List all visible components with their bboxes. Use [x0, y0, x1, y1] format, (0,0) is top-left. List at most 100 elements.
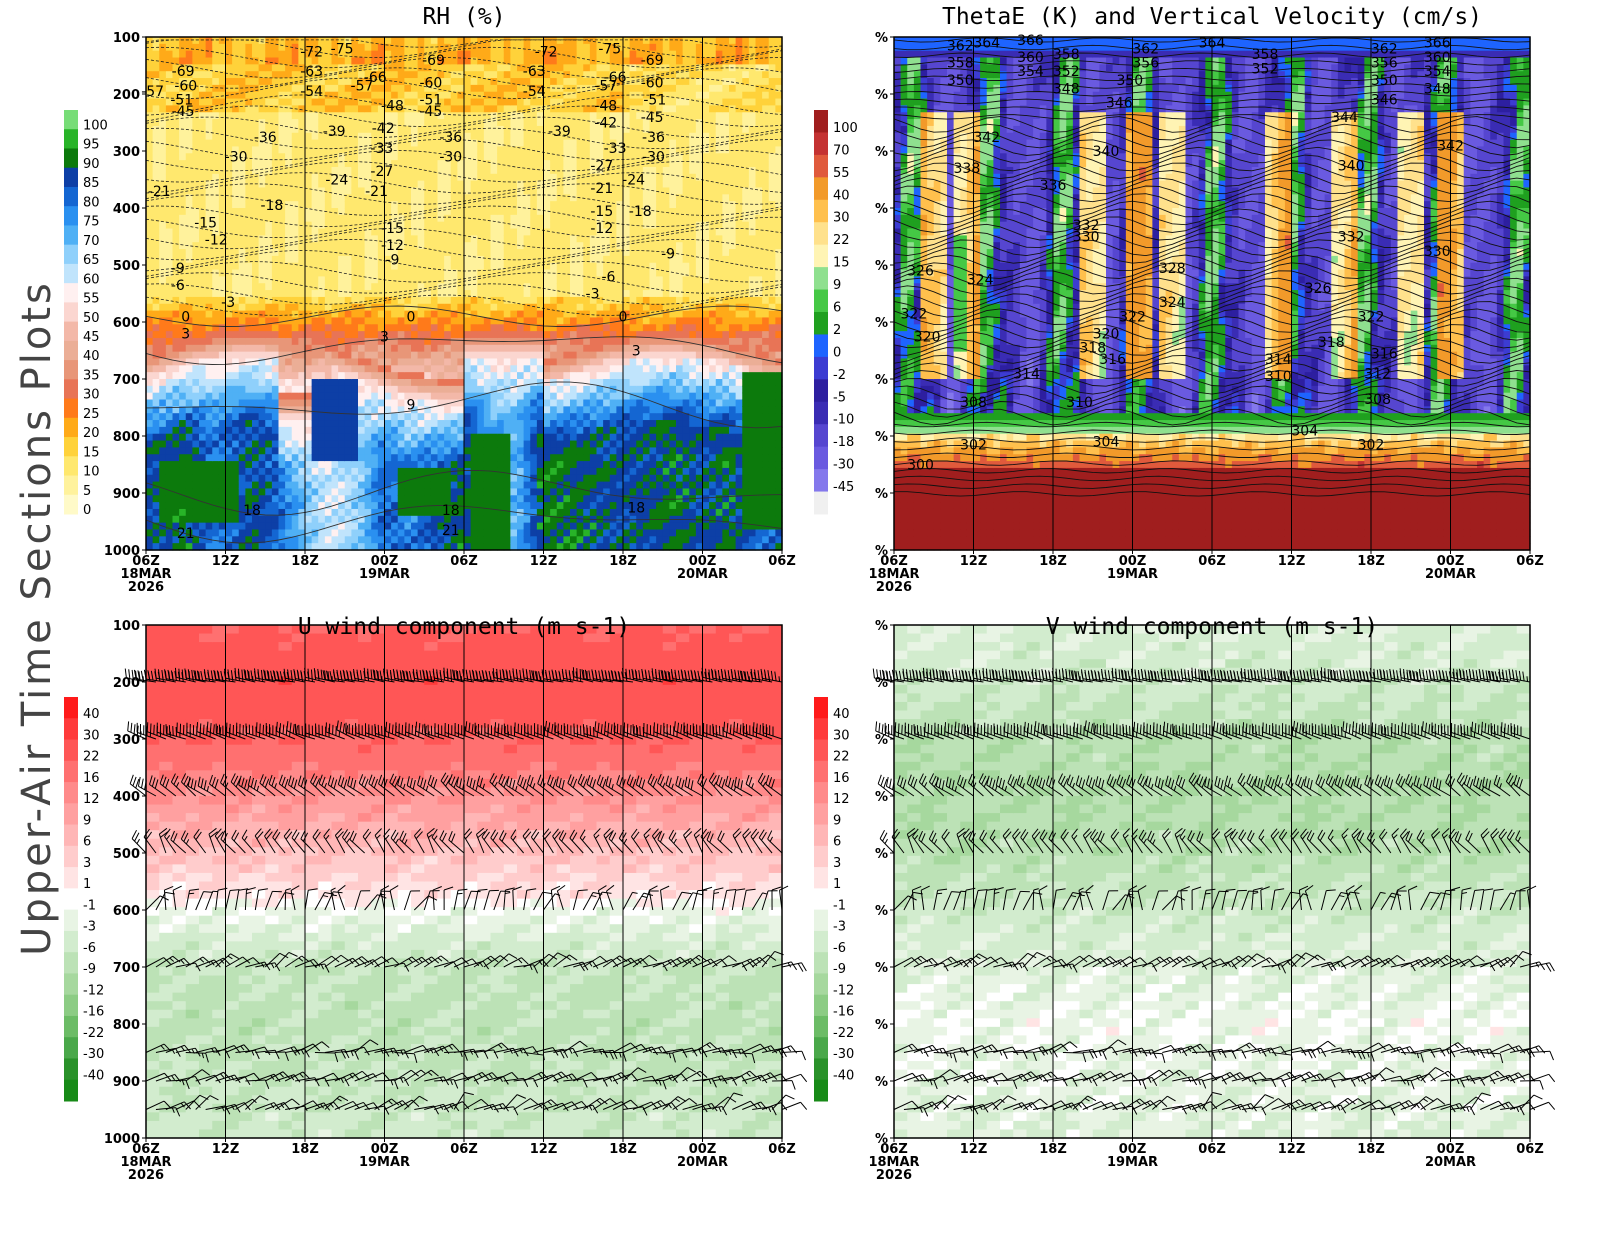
rh-cell	[417, 180, 425, 189]
rh-cell	[523, 201, 531, 209]
rh-cell	[291, 543, 299, 551]
rh-cell	[225, 43, 233, 52]
rh-cell	[530, 324, 538, 332]
rh-cell	[510, 536, 518, 544]
rh-cell	[536, 522, 545, 531]
rh-cell	[265, 372, 273, 380]
rh-cell	[483, 153, 492, 161]
rh-cell	[550, 543, 558, 551]
rh-cell	[411, 208, 419, 216]
rh-cell	[464, 454, 472, 462]
rh-cell	[384, 228, 392, 236]
rh-cell	[384, 71, 392, 79]
rh-cell	[530, 269, 538, 277]
rh-cell	[265, 310, 273, 319]
rh-cell	[192, 454, 200, 462]
rh-cell	[252, 351, 260, 360]
rh-cell	[159, 71, 167, 79]
rh-cell	[245, 344, 253, 353]
rh-cell	[199, 303, 207, 312]
rh-cell	[285, 385, 293, 394]
rh-cell	[444, 255, 452, 264]
rh-cell	[146, 522, 154, 531]
rh-cell	[464, 481, 472, 490]
rh-cell	[318, 426, 326, 435]
rh-cell	[430, 296, 439, 305]
rh-cell	[146, 187, 154, 195]
rh-cell	[165, 508, 174, 517]
rh-cell	[470, 64, 478, 72]
rh-cell	[543, 508, 551, 517]
rh-cell	[238, 543, 246, 551]
rh-cell	[159, 365, 167, 373]
rh-cell	[450, 515, 458, 524]
rh-cell	[252, 399, 260, 407]
rh-cell	[464, 269, 472, 277]
rh-cell	[543, 64, 551, 72]
rh-cell	[179, 214, 187, 223]
rh-cell	[185, 208, 193, 216]
rh-cell	[576, 454, 584, 462]
rh-cell	[172, 214, 180, 223]
rh-cell	[424, 173, 432, 182]
rh-cell	[523, 228, 531, 236]
rh-cell	[430, 146, 439, 154]
rh-cell	[225, 440, 233, 448]
rh-cell	[152, 372, 160, 380]
rh-cell	[437, 447, 445, 455]
rh-cell	[570, 426, 578, 435]
rh-cell	[517, 84, 525, 93]
rh-cell	[556, 221, 564, 230]
rh-cell	[192, 153, 200, 161]
rh-cell	[278, 146, 286, 154]
rh-cell	[563, 166, 571, 175]
colorbar-swatch	[64, 360, 78, 380]
rh-cell	[311, 166, 319, 175]
rh-cell	[199, 91, 207, 100]
rh-cell	[225, 228, 233, 236]
rh-cell	[238, 78, 246, 86]
rh-cell	[305, 296, 313, 305]
rh-cell	[550, 146, 558, 154]
rh-cell	[457, 269, 465, 277]
rh-cell	[563, 324, 571, 332]
rh-cell	[232, 413, 240, 421]
rh-cell	[444, 201, 452, 209]
rh-cell	[179, 105, 187, 113]
rh-cell	[291, 146, 299, 154]
rh-cell	[517, 153, 525, 161]
rh-cell	[305, 310, 313, 319]
rh-cell	[278, 337, 286, 346]
rh-cell	[285, 461, 293, 469]
rh-cell	[232, 351, 240, 360]
rh-cell	[305, 365, 313, 373]
rh-cell	[576, 420, 584, 428]
rh-cell	[271, 194, 280, 202]
rh-cell	[371, 522, 379, 531]
rh-cell	[444, 426, 452, 435]
rh-cell	[497, 310, 505, 319]
rh-cell	[311, 392, 319, 401]
rh-cell	[298, 84, 306, 93]
rh-cell	[245, 208, 253, 216]
rh-cell	[199, 420, 207, 428]
rh-cell	[377, 194, 386, 202]
rh-cell	[510, 105, 518, 113]
rh-cell	[556, 495, 564, 503]
rh-cell	[179, 146, 187, 154]
rh-cell	[324, 112, 333, 120]
rh-cell	[530, 249, 538, 257]
rh-cell	[285, 344, 293, 353]
rh-cell	[437, 474, 445, 483]
rh-cell	[271, 283, 280, 291]
rh-cell	[417, 372, 425, 380]
rh-cell	[278, 43, 286, 52]
rh-cell	[159, 187, 167, 195]
rh-cell	[305, 508, 313, 517]
rh-cell	[305, 262, 313, 271]
rh-cell	[437, 392, 445, 401]
rh-cell	[311, 187, 319, 195]
rh-cell	[563, 235, 571, 243]
rh-cell	[391, 543, 399, 551]
rh-cell	[172, 84, 180, 93]
